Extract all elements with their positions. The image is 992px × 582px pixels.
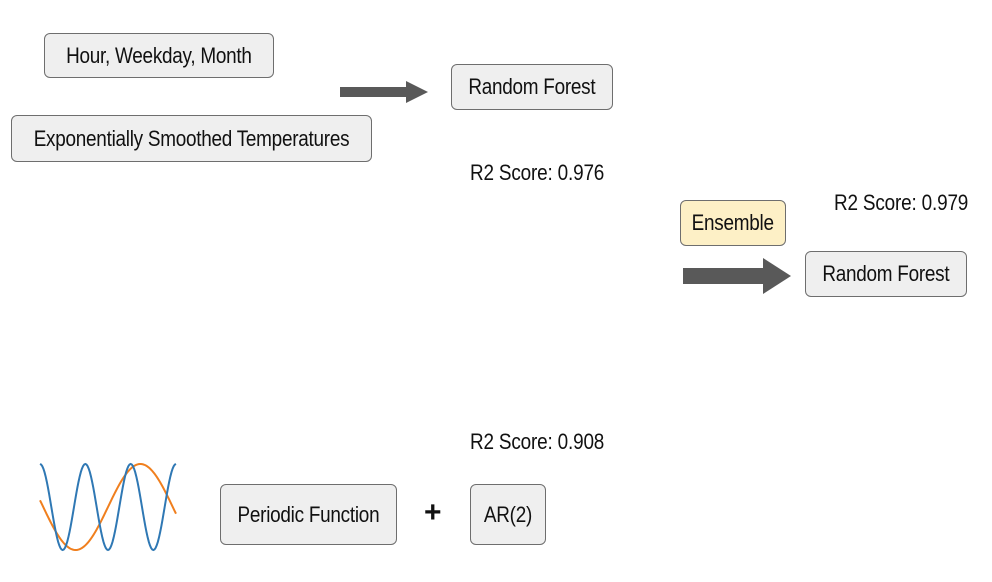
random-forest-top-label: Random Forest <box>468 74 596 99</box>
top-arrow <box>340 81 428 103</box>
ensemble-arrow <box>683 258 791 294</box>
periodic-wave-icon <box>39 462 177 552</box>
random-forest-ensemble-label: Random Forest <box>822 261 950 286</box>
ensemble-arrow-head <box>763 258 791 294</box>
periodic-function-box: Periodic Function <box>220 484 397 545</box>
input-features-label: Hour, Weekday, Month <box>66 42 252 68</box>
ensemble-badge: Ensemble <box>680 200 786 246</box>
ar2-box: AR(2) <box>470 484 546 545</box>
periodic-function-label: Periodic Function <box>237 501 380 527</box>
ensemble-label: Ensemble <box>691 210 775 235</box>
orange-wave <box>39 463 177 551</box>
top-arrow-shaft <box>340 87 408 97</box>
blue-wave <box>39 462 177 552</box>
smoothed-temps-label: Exponentially Smoothed Temperatures <box>33 125 350 151</box>
random-forest-box-top: Random Forest <box>451 64 613 110</box>
input-features-box: Hour, Weekday, Month <box>44 33 274 78</box>
ar2-label: AR(2) <box>483 501 533 527</box>
plus-sign: + <box>424 496 442 529</box>
top-arrow-head <box>406 81 428 103</box>
ensemble-arrow-shaft <box>683 268 765 284</box>
smoothed-temps-box: Exponentially Smoothed Temperatures <box>11 115 372 162</box>
bottom-r2-score: R2 Score: 0.908 <box>470 429 605 454</box>
random-forest-box-ensemble: Random Forest <box>805 251 967 297</box>
top-r2-score: R2 Score: 0.976 <box>470 160 605 185</box>
ensemble-r2-score: R2 Score: 0.979 <box>834 190 969 215</box>
